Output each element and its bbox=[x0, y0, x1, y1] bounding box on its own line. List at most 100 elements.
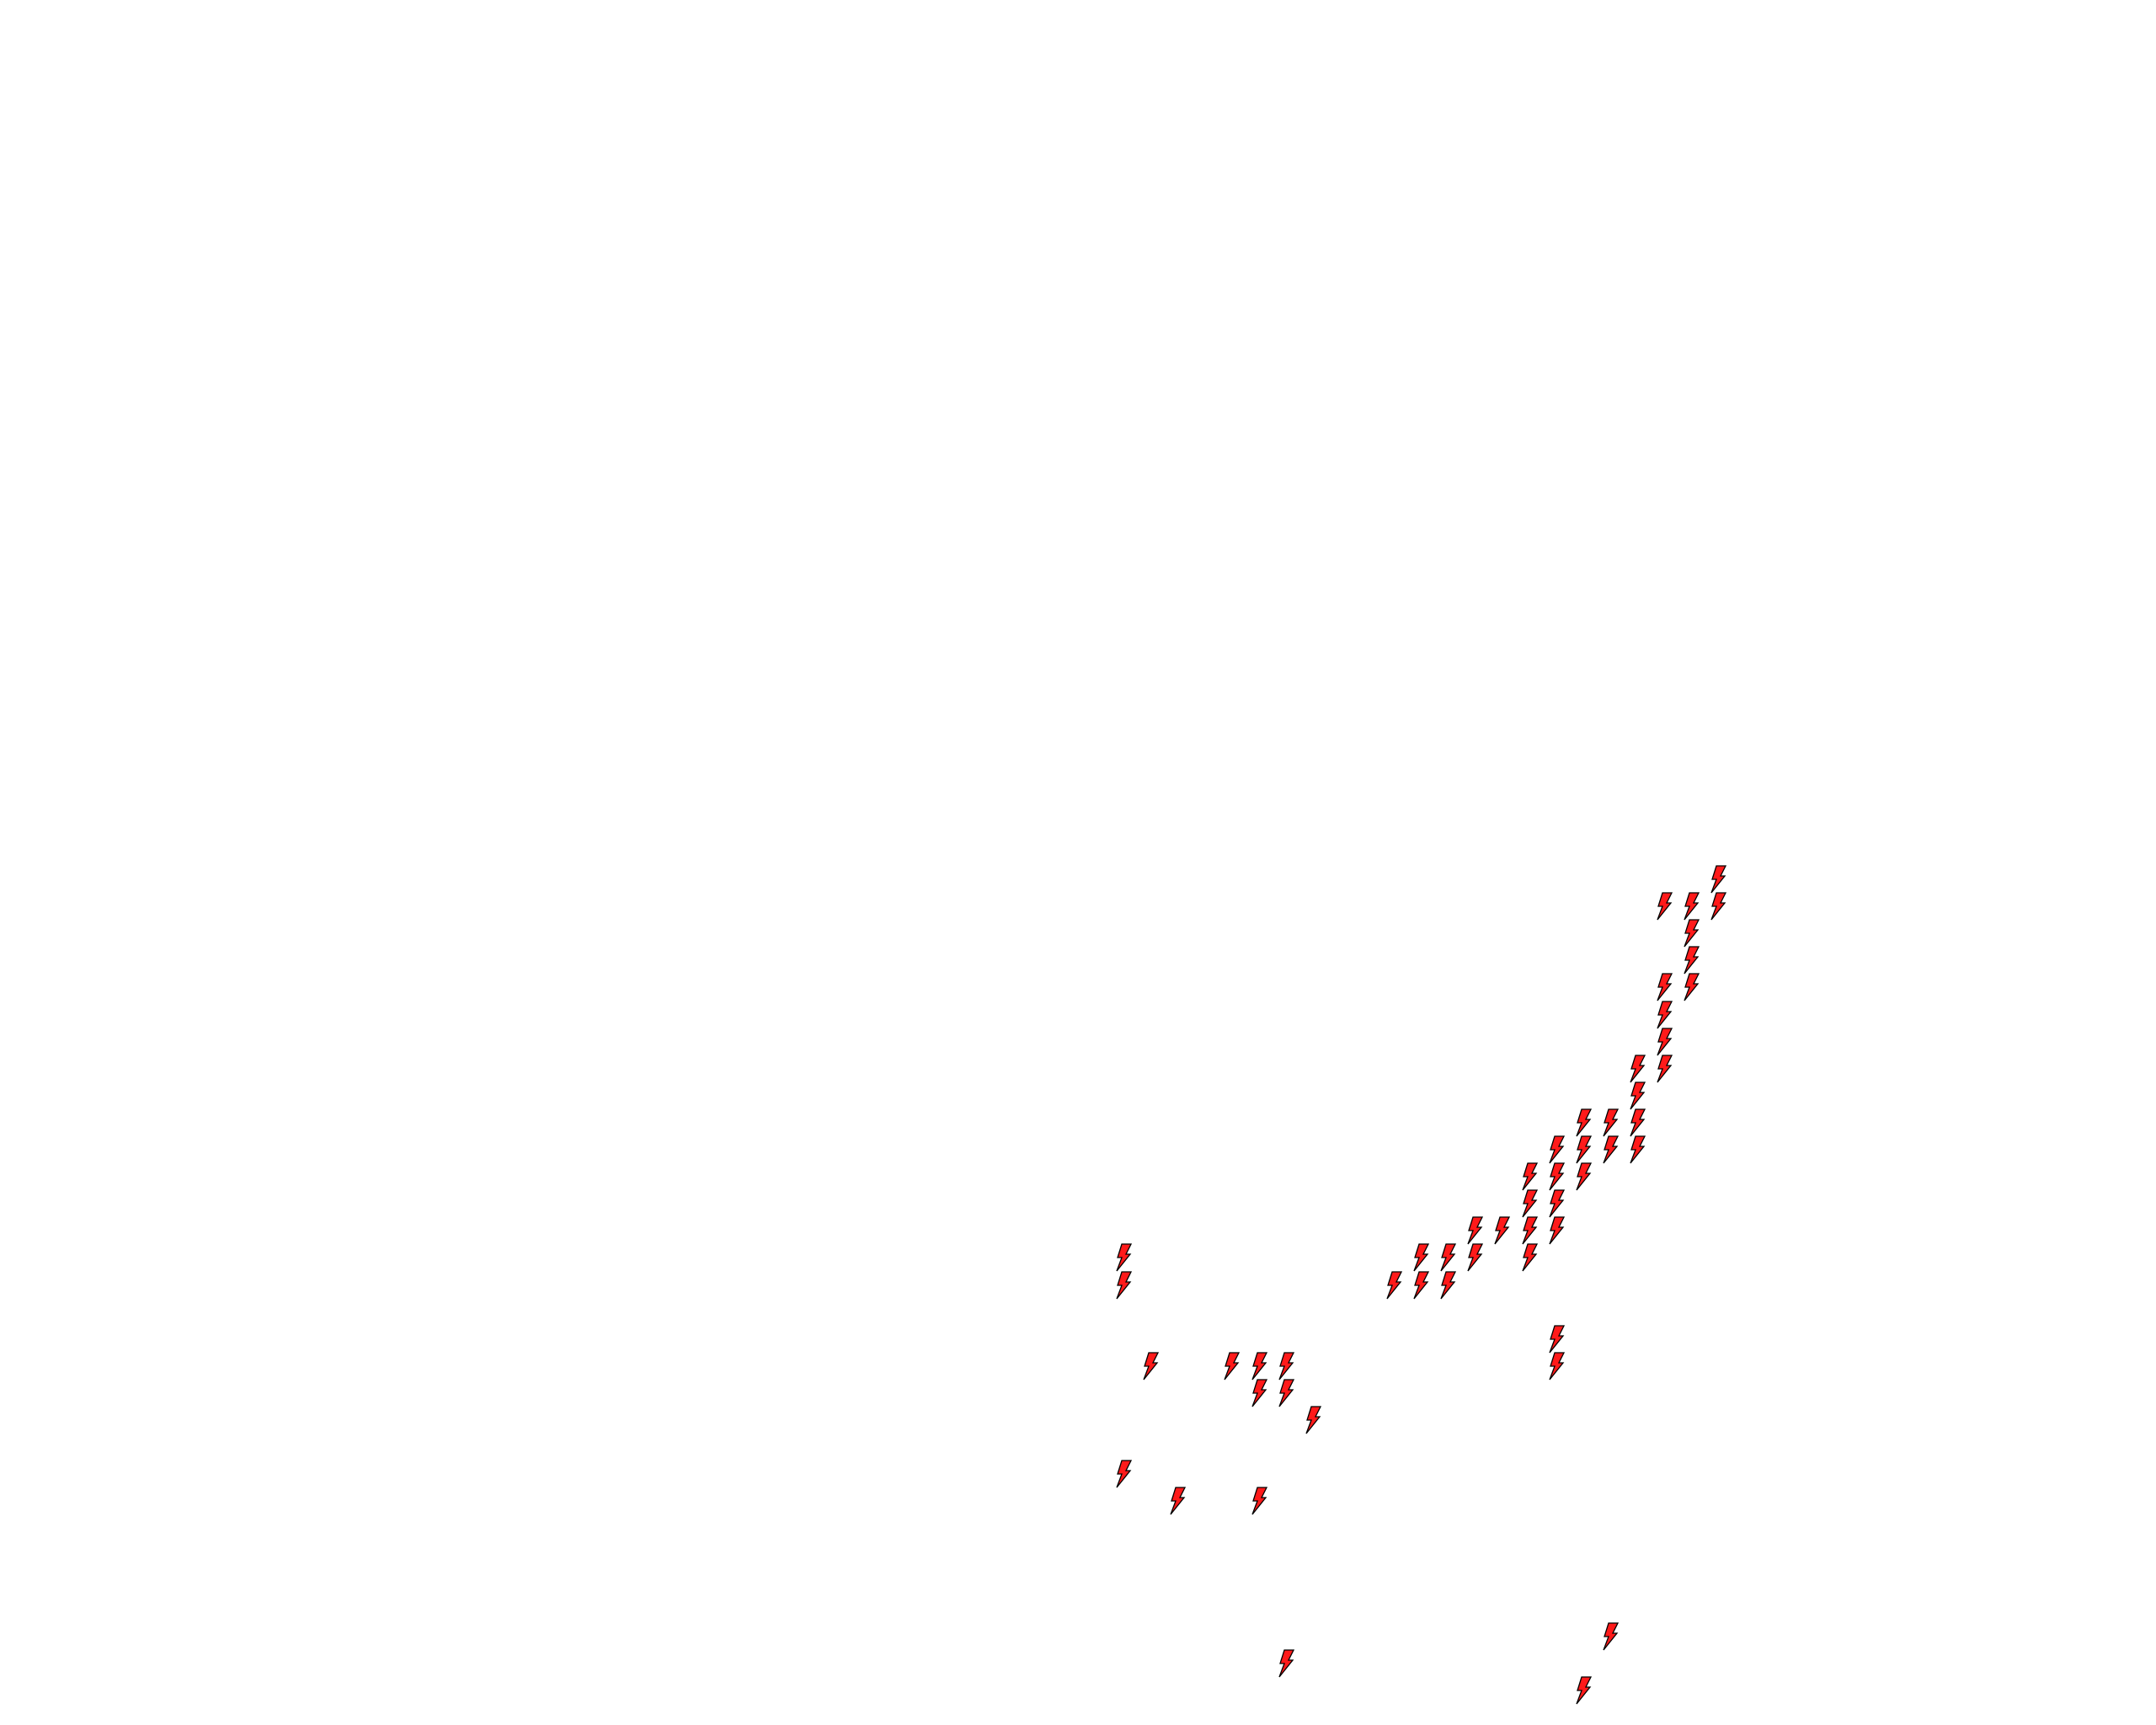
lightning-marker[interactable] bbox=[1547, 1325, 1566, 1354]
lightning-bolt-icon bbox=[1305, 1406, 1321, 1434]
lightning-bolt-icon bbox=[1251, 1352, 1267, 1381]
lightning-bolt-icon bbox=[1251, 1379, 1267, 1407]
lightning-bolt-icon bbox=[1576, 1108, 1592, 1137]
lightning-marker[interactable] bbox=[1682, 946, 1700, 975]
lightning-marker[interactable] bbox=[1547, 1216, 1566, 1245]
lightning-bolt-icon bbox=[1684, 946, 1700, 975]
lightning-marker[interactable] bbox=[1682, 973, 1700, 1001]
lightning-bolt-icon bbox=[1630, 1081, 1646, 1110]
lightning-bolt-icon bbox=[1630, 1108, 1646, 1137]
lightning-marker[interactable] bbox=[1574, 1162, 1593, 1191]
lightning-marker[interactable] bbox=[1682, 919, 1700, 948]
lightning-marker[interactable] bbox=[1547, 1352, 1566, 1381]
lightning-marker[interactable] bbox=[1682, 892, 1700, 921]
lightning-bolt-icon bbox=[1684, 892, 1700, 921]
lightning-marker[interactable] bbox=[1114, 1460, 1133, 1488]
lightning-bolt-icon bbox=[1548, 1162, 1565, 1191]
lightning-bolt-icon bbox=[1386, 1270, 1403, 1299]
lightning-bolt-icon bbox=[1413, 1270, 1430, 1299]
lightning-bolt-icon bbox=[1278, 1352, 1294, 1381]
lightning-marker[interactable] bbox=[1520, 1216, 1539, 1245]
lightning-marker[interactable] bbox=[1655, 892, 1673, 921]
lightning-marker[interactable] bbox=[1465, 1216, 1484, 1245]
lightning-bolt-icon bbox=[1521, 1189, 1538, 1218]
lightning-marker[interactable] bbox=[1438, 1270, 1457, 1300]
lightning-bolt-icon bbox=[1603, 1135, 1619, 1164]
lightning-marker[interactable] bbox=[1520, 1189, 1539, 1218]
lightning-bolt-icon bbox=[1467, 1243, 1484, 1272]
lightning-bolt-icon bbox=[1521, 1216, 1538, 1245]
lightning-bolt-icon bbox=[1548, 1189, 1565, 1218]
lightning-marker[interactable] bbox=[1250, 1352, 1268, 1381]
lightning-bolt-icon bbox=[1548, 1352, 1565, 1381]
lightning-marker[interactable] bbox=[1547, 1189, 1566, 1218]
lightning-bolt-icon bbox=[1603, 1622, 1619, 1651]
lightning-marker[interactable] bbox=[1114, 1270, 1133, 1300]
lightning-marker[interactable] bbox=[1574, 1108, 1593, 1137]
lightning-marker[interactable] bbox=[1709, 892, 1727, 921]
lightning-marker[interactable] bbox=[1304, 1406, 1322, 1434]
lightning-bolt-icon bbox=[1710, 892, 1727, 921]
lightning-marker[interactable] bbox=[1438, 1243, 1457, 1272]
lightning-marker[interactable] bbox=[1547, 1162, 1566, 1191]
lightning-bolt-icon bbox=[1548, 1216, 1565, 1245]
lightning-marker[interactable] bbox=[1492, 1216, 1511, 1245]
lightning-bolt-icon bbox=[1657, 1000, 1673, 1028]
lightning-bolt-icon bbox=[1440, 1243, 1457, 1272]
lightning-bolt-icon bbox=[1413, 1243, 1430, 1272]
lightning-marker[interactable] bbox=[1574, 1135, 1593, 1164]
lightning-bolt-icon bbox=[1630, 1055, 1646, 1083]
lightning-marker[interactable] bbox=[1709, 865, 1727, 894]
lightning-marker[interactable] bbox=[1628, 1135, 1646, 1164]
lightning-marker[interactable] bbox=[1601, 1108, 1620, 1137]
lightning-bolt-icon bbox=[1251, 1487, 1267, 1515]
lightning-marker[interactable] bbox=[1520, 1162, 1539, 1191]
lightning-bolt-icon bbox=[1684, 919, 1700, 948]
lightning-bolt-icon bbox=[1684, 973, 1700, 1001]
lightning-marker[interactable] bbox=[1465, 1243, 1484, 1272]
lightning-marker[interactable] bbox=[1141, 1352, 1160, 1381]
lightning-bolt-icon bbox=[1521, 1162, 1538, 1191]
lightning-bolt-icon bbox=[1710, 865, 1727, 894]
lightning-marker[interactable] bbox=[1250, 1379, 1268, 1407]
lightning-bolt-icon bbox=[1548, 1135, 1565, 1164]
lightning-marker[interactable] bbox=[1168, 1487, 1187, 1515]
lightning-bolt-icon bbox=[1224, 1352, 1241, 1381]
lightning-bolt-icon bbox=[1576, 1135, 1592, 1164]
lightning-bolt-icon bbox=[1630, 1135, 1646, 1164]
lightning-marker[interactable] bbox=[1655, 1027, 1673, 1056]
lightning-marker[interactable] bbox=[1547, 1135, 1566, 1164]
lightning-bolt-icon bbox=[1116, 1270, 1133, 1299]
lightning-marker[interactable] bbox=[1628, 1108, 1646, 1137]
lightning-marker[interactable] bbox=[1250, 1487, 1268, 1515]
lightning-marker[interactable] bbox=[1628, 1081, 1646, 1110]
lightning-marker[interactable] bbox=[1520, 1243, 1539, 1272]
lightning-bolt-icon bbox=[1440, 1270, 1457, 1299]
lightning-marker[interactable] bbox=[1277, 1649, 1295, 1678]
lightning-bolt-icon bbox=[1657, 973, 1673, 1001]
lightning-marker[interactable] bbox=[1114, 1243, 1133, 1272]
lightning-bolt-icon bbox=[1657, 892, 1673, 921]
lightning-marker[interactable] bbox=[1601, 1135, 1620, 1164]
lightning-bolt-icon bbox=[1494, 1216, 1511, 1245]
lightning-marker[interactable] bbox=[1412, 1243, 1430, 1272]
lightning-marker[interactable] bbox=[1385, 1270, 1403, 1300]
lightning-marker[interactable] bbox=[1277, 1379, 1295, 1407]
lightning-marker[interactable] bbox=[1655, 973, 1673, 1001]
lightning-marker[interactable] bbox=[1655, 1000, 1673, 1029]
lightning-marker[interactable] bbox=[1628, 1055, 1646, 1083]
lightning-bolt-icon bbox=[1278, 1379, 1294, 1407]
lightning-marker[interactable] bbox=[1601, 1622, 1620, 1651]
lightning-bolt-icon bbox=[1603, 1108, 1619, 1137]
lightning-marker[interactable] bbox=[1222, 1352, 1241, 1381]
lightning-marker[interactable] bbox=[1412, 1270, 1430, 1300]
lightning-marker[interactable] bbox=[1277, 1352, 1295, 1381]
lightning-marker[interactable] bbox=[1574, 1676, 1593, 1705]
lightning-bolt-icon bbox=[1548, 1325, 1565, 1354]
lightning-bolt-icon bbox=[1116, 1460, 1133, 1488]
lightning-bolt-icon bbox=[1657, 1027, 1673, 1055]
lightning-bolt-icon bbox=[1143, 1352, 1160, 1381]
lightning-marker[interactable] bbox=[1655, 1055, 1673, 1083]
lightning-bolt-icon bbox=[1657, 1055, 1673, 1083]
